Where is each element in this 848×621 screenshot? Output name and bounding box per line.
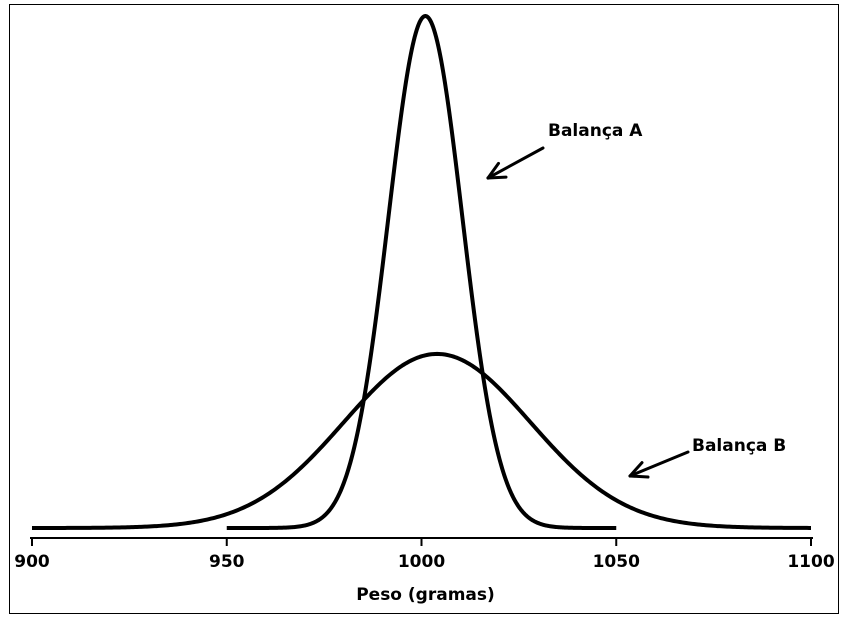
x-axis-title: Peso (gramas) [356,585,495,605]
series-line-balanca-b [31,351,812,530]
arrow-shaft [486,146,545,180]
arrow-head [486,161,500,180]
arrow-icon [486,146,545,180]
annotation-label-balanca-a: Balança A [548,121,643,141]
arrow-shaft [628,450,690,478]
arrow-head [486,175,508,180]
chart-frame [9,4,839,614]
annotation-balanca-a: Balança A [486,121,643,180]
arrow-icon [628,450,690,479]
arrow-head [628,474,650,479]
x-tick-label: 1000 [398,552,445,572]
x-ticks-group: 900 950 1000 1050 1100 [14,538,835,572]
annotation-label-balanca-b: Balança B [692,436,786,456]
arrow-head [628,461,644,478]
annotation-balanca-b: Balança B [628,436,786,479]
x-tick-label: 900 [14,552,50,572]
series-line-balanca-a [225,14,618,530]
x-tick-label: 1050 [593,552,640,572]
curves-group [31,14,812,530]
x-tick-label: 950 [209,552,245,572]
x-tick-label: 1100 [787,552,834,572]
